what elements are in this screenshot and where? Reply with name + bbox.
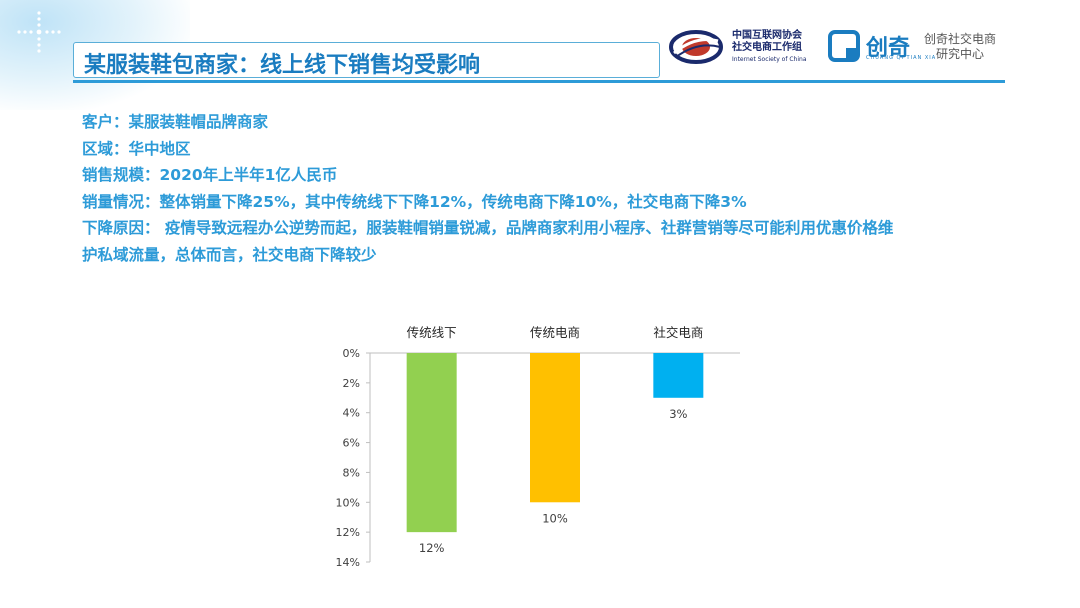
info-block: 客户：某服装鞋帽品牌商家 区域：华中地区 销售规模：2020年上半年1亿人民币 …	[82, 109, 1032, 268]
chuangqi-line2: 研究中心	[936, 47, 985, 61]
chuangqi-logo: 创奇 CHUANG QI TIAN XIA 创奇社交电商 研究中心	[828, 30, 1008, 66]
isc-logo-line1: 中国互联网协会	[732, 30, 802, 41]
y-tick-label: 6%	[343, 437, 360, 450]
title-underline	[73, 80, 1005, 83]
info-reason-cont: 护私域流量，总体而言，社交电商下降较少	[82, 245, 377, 264]
corner-dots-decoration	[17, 11, 61, 53]
page-title: 某服装鞋包商家：线上线下销售均受影响	[84, 53, 481, 78]
category-label: 传统线下	[407, 325, 457, 340]
info-reason: 下降原因： 疫情导致远程办公逆势而起，服装鞋帽销量锐减，品牌商家利用小程序、社群…	[82, 219, 894, 237]
chuangqi-brand: 创奇	[866, 36, 911, 61]
data-label: 3%	[669, 407, 687, 421]
info-sales-status: 销量情况：整体销量下降25%，其中传统线下下降12%，传统电商下降10%，社交电…	[82, 192, 747, 211]
info-client: 客户：某服装鞋帽品牌商家	[82, 113, 269, 131]
decline-bar-chart: 0% 2% 4% 6% 8% 10% 12% 14% 传统线下 12% 传统电商 10% 社交电商 3%	[336, 325, 740, 569]
y-tick-label: 4%	[343, 407, 360, 420]
info-sales-scale: 销售规模：2020年上半年1亿人民币	[82, 166, 338, 184]
category-label: 社交电商	[653, 325, 703, 340]
isc-logo: 中国互联网协会 社交电商工作组 Internet Society of Chin…	[668, 27, 816, 67]
bar	[530, 353, 580, 503]
y-tick-label: 0%	[343, 347, 360, 360]
chuangqi-q-icon	[828, 30, 860, 62]
y-tick-label: 2%	[343, 377, 360, 390]
title-box: 某服装鞋包商家：线上线下销售均受影响	[73, 42, 660, 78]
bar	[406, 353, 457, 533]
y-tick-label: 14%	[336, 556, 360, 569]
data-label: 10%	[542, 511, 568, 525]
y-tick-label: 10%	[336, 496, 360, 509]
info-region: 区域：华中地区	[82, 139, 191, 158]
data-label: 12%	[419, 541, 445, 555]
isc-logo-subtitle: Internet Society of China	[732, 56, 807, 63]
chuangqi-pinyin: CHUANG QI TIAN XIA	[866, 55, 937, 61]
isc-emblem-icon	[669, 30, 723, 64]
isc-logo-line2: 社交电商工作组	[732, 42, 802, 53]
bar	[653, 353, 704, 398]
y-tick-label: 12%	[336, 526, 360, 539]
chuangqi-line1: 创奇社交电商	[924, 32, 997, 46]
y-tick-label: 8%	[343, 466, 360, 479]
category-label: 传统电商	[530, 325, 580, 340]
